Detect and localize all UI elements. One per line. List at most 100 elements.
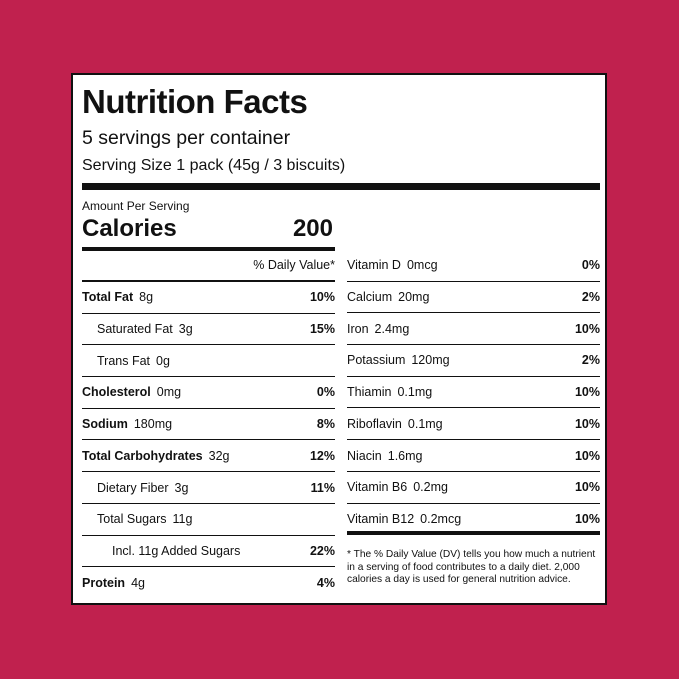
daily-value-percent: 10% — [574, 480, 600, 495]
daily-value-percent: 10% — [574, 448, 600, 463]
nutrient-amount: 20mg — [398, 290, 430, 305]
nutrient-label: Dietary Fiber — [97, 480, 169, 495]
footnote: * The % Daily Value (DV) tells you how m… — [347, 549, 596, 585]
nutrient-row: Cholesterol 0mg 0% — [82, 377, 335, 409]
calories-value: 200 — [292, 215, 333, 242]
vitamin-divider — [347, 531, 600, 535]
daily-value-percent: 0% — [316, 385, 335, 400]
nutrient-name: Total Sugars 11g — [97, 512, 192, 526]
servings-per-container: 5 servings per container — [82, 127, 291, 149]
nutrient-name: Sodium 180mg — [82, 417, 172, 431]
nutrient-name: Total Carbohydrates 32g — [82, 449, 229, 463]
dv-header: % Daily Value* — [253, 257, 335, 272]
nutrient-label: Incl. 11g Added Sugars — [112, 543, 241, 558]
nutrient-row: Incl. 11g Added Sugars 22% — [82, 536, 335, 568]
nutrient-label: Riboflavin — [347, 416, 402, 431]
nutrient-row: Riboflavin 0.1mg 10% — [347, 409, 600, 441]
nutrient-name: Riboflavin 0.1mg — [347, 417, 443, 431]
nutrient-amount: 120mg — [411, 353, 450, 368]
nutrient-name: Vitamin D 0mcg — [347, 258, 438, 272]
nutrient-row: Iron 2.4mg 10% — [347, 313, 600, 346]
nutrient-name: Trans Fat 0g — [97, 354, 170, 368]
calories-divider — [82, 247, 335, 251]
nutrient-name: Niacin 1.6mg — [347, 449, 423, 463]
nutrient-name: Vitamin B12 0.2mcg — [347, 512, 461, 526]
nutrient-label: Vitamin B6 — [347, 480, 408, 495]
nutrient-label: Calcium — [347, 290, 393, 305]
nutrient-amount: 0.1mg — [407, 416, 443, 431]
daily-value-percent: 2% — [581, 290, 600, 305]
nutrient-name: Incl. 11g Added Sugars — [112, 544, 246, 558]
nutrient-row: Vitamin B12 0.2mcg 10% — [347, 504, 600, 536]
daily-value-percent: 10% — [574, 416, 600, 431]
nutrient-amount: 0mcg — [406, 258, 438, 273]
nutrient-label: Total Carbohydrates — [82, 448, 203, 463]
nutrient-amount: 32g — [208, 448, 230, 463]
daily-value-percent: 0% — [581, 258, 600, 273]
nutrient-row: Dietary Fiber 3g 11% — [82, 472, 335, 504]
nutrient-row: Total Sugars 11g — [82, 504, 335, 536]
nutrient-amount: 8g — [139, 290, 154, 305]
daily-value-percent: 10% — [309, 290, 335, 305]
nutrient-label: Thiamin — [347, 385, 392, 400]
nutrient-name: Saturated Fat 3g — [97, 322, 193, 336]
nutrient-name: Protein 4g — [82, 576, 145, 590]
nutrient-row: Vitamin B6 0.2mg 10% — [347, 472, 600, 504]
nutrient-name: Thiamin 0.1mg — [347, 385, 432, 399]
daily-value-percent: 10% — [574, 385, 600, 400]
nutrient-name: Total Fat 8g — [82, 290, 153, 304]
nutrient-label: Cholesterol — [82, 385, 151, 400]
nutrient-label: Niacin — [347, 448, 382, 463]
nutrient-label: Sodium — [82, 417, 128, 432]
nutrient-row: Thiamin 0.1mg 10% — [347, 377, 600, 409]
nutrient-amount: 0.1mg — [397, 385, 433, 400]
nutrient-amount: 3g — [174, 480, 189, 495]
nutrient-row: Potassium 120mg 2% — [347, 345, 600, 377]
nutrient-label: Iron — [347, 321, 369, 336]
nutrient-row: Total Carbohydrates 32g 12% — [82, 441, 335, 473]
nutrient-amount: 1.6mg — [387, 448, 423, 463]
calories-label: Calories — [82, 215, 177, 242]
nutrient-name: Iron 2.4mg — [347, 322, 409, 336]
nutrient-label: Saturated Fat — [97, 322, 173, 337]
nutrient-row: Sodium 180mg 8% — [82, 409, 335, 441]
nutrient-name: Dietary Fiber 3g — [97, 481, 188, 495]
daily-value-percent: 22% — [309, 543, 335, 558]
daily-value-percent: 10% — [574, 512, 600, 527]
thick-divider — [82, 183, 600, 190]
nutrient-row: Saturated Fat 3g 15% — [82, 314, 335, 346]
daily-value-percent: 11% — [310, 480, 335, 495]
nutrient-name: Potassium 120mg — [347, 353, 450, 367]
nutrient-label: Vitamin D — [347, 258, 401, 273]
nutrient-amount: 0.2mcg — [420, 512, 462, 527]
daily-value-percent: 8% — [316, 417, 335, 432]
daily-value-percent: 4% — [316, 576, 335, 591]
daily-value-percent: 15% — [309, 322, 335, 337]
nutrient-name: Cholesterol 0mg — [82, 385, 181, 399]
dv-header-row: % Daily Value* — [82, 250, 335, 282]
amount-per-serving: Amount Per Serving — [82, 199, 190, 213]
nutrient-row: Protein 4g 4% — [82, 567, 335, 599]
nutrient-label: Trans Fat — [97, 353, 151, 368]
daily-value-percent: 12% — [309, 448, 335, 463]
nutrient-amount: 11g — [172, 512, 193, 527]
nutrient-row: Trans Fat 0g — [82, 345, 335, 378]
nutrient-amount: 180mg — [133, 417, 173, 432]
title: Nutrition Facts — [82, 83, 308, 120]
nutrient-row: Calcium 20mg 2% — [347, 282, 600, 314]
nutrient-row: Niacin 1.6mg 10% — [347, 440, 600, 472]
nutrition-facts-panel: Nutrition Facts 5 servings per container… — [71, 73, 607, 605]
daily-value-percent: 2% — [581, 353, 600, 368]
nutrient-row: Total Fat 8g 10% — [82, 282, 335, 314]
serving-size: Serving Size 1 pack (45g / 3 biscuits) — [82, 157, 346, 174]
nutrient-name: Vitamin B6 0.2mg — [347, 480, 448, 494]
nutrient-label: Potassium — [347, 353, 406, 368]
nutrient-label: Vitamin B12 — [347, 512, 415, 527]
nutrient-label: Protein — [82, 576, 126, 591]
nutrient-label: Total Fat — [82, 290, 134, 305]
nutrient-label: Total Sugars — [97, 512, 167, 527]
daily-value-percent: 10% — [574, 321, 600, 336]
nutrient-amount: 0g — [156, 353, 170, 368]
nutrient-amount: 4g — [131, 576, 145, 591]
nutrient-amount: 3g — [178, 322, 193, 337]
